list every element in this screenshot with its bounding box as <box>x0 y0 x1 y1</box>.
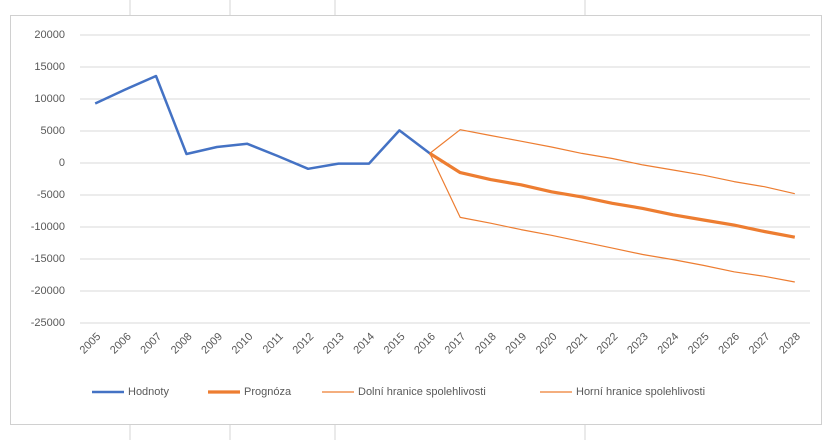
legend-label: Prognóza <box>244 386 292 398</box>
chart-area <box>10 15 822 425</box>
series-line <box>429 153 795 283</box>
legend-label: Dolní hranice spolehlivosti <box>358 386 486 398</box>
y-tick-label: -10000 <box>31 221 65 233</box>
y-tick-label: 20000 <box>34 29 65 41</box>
y-tick-label: 10000 <box>34 93 65 105</box>
y-tick-label: -20000 <box>31 285 65 297</box>
y-tick-label: 0 <box>59 157 65 169</box>
y-tick-label: -5000 <box>37 189 65 201</box>
series-line <box>94 74 431 171</box>
series-line <box>428 152 796 239</box>
legend-label: Hodnoty <box>128 386 169 398</box>
y-tick-label: 15000 <box>34 61 65 73</box>
legend-label: Horní hranice spolehlivosti <box>576 386 705 398</box>
series-line <box>429 129 795 195</box>
y-tick-label: 5000 <box>41 125 65 137</box>
sheet-grid <box>129 0 586 440</box>
y-tick-label: -15000 <box>31 253 65 265</box>
y-tick-label: -25000 <box>31 317 65 329</box>
